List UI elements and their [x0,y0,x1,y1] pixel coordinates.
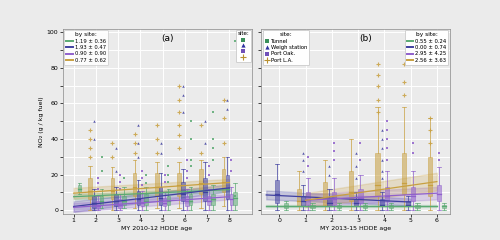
Bar [384,187,389,201]
Y-axis label: NO₂ (g / kg fuel): NO₂ (g / kg fuel) [39,96,44,146]
Bar [118,199,122,208]
Bar [159,187,162,205]
Bar [284,203,288,208]
Bar [336,205,341,208]
Bar [166,196,170,205]
Bar [208,196,211,205]
Bar [376,153,380,196]
Bar [92,196,96,208]
Bar [222,169,226,192]
Bar [442,205,446,208]
Legend: Tunnel, Weigh station, Port Oak., Port L.A.: Tunnel, Weigh station, Port Oak., Port L… [262,30,310,65]
Bar [306,192,310,205]
Bar [411,187,415,201]
Bar [296,189,301,206]
Bar [416,205,420,208]
Bar [332,192,336,205]
Bar [155,173,158,196]
Bar [204,178,207,201]
Bar [100,196,103,205]
Bar [189,194,192,205]
Bar [323,182,327,205]
Bar [88,178,92,199]
Bar [78,185,81,192]
Bar [110,178,114,199]
Bar [354,199,358,206]
Bar [389,205,394,208]
Bar [310,205,314,208]
Bar [437,185,442,201]
X-axis label: MY 2010-12 HDDE age: MY 2010-12 HDDE age [122,226,192,231]
Bar [230,194,233,205]
Bar [133,173,136,196]
Bar [177,173,181,196]
Text: (a): (a) [161,34,173,43]
X-axis label: MY 2013-15 HDDE age: MY 2013-15 HDDE age [320,226,391,231]
Bar [275,180,279,203]
Bar [96,201,100,208]
Bar [163,198,166,206]
Bar [363,205,367,208]
Text: (b): (b) [360,34,372,43]
Bar [402,153,406,194]
Bar [301,196,306,206]
Bar [406,201,410,206]
Bar [211,194,214,205]
Bar [185,196,188,206]
Bar [349,171,354,201]
Bar [428,157,432,196]
Bar [144,194,148,205]
Bar [358,189,362,203]
Bar [136,191,140,205]
Bar [140,198,144,206]
Bar [122,196,126,205]
Bar [234,192,237,205]
Bar [328,198,332,206]
Bar [200,169,203,194]
Bar [181,182,184,201]
Bar [114,194,118,206]
Bar [226,174,229,199]
Bar [380,199,384,206]
Legend: , , , : , , , [236,30,250,62]
